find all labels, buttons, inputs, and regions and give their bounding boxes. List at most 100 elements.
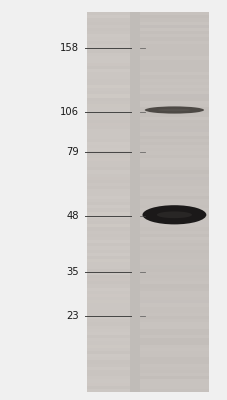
Bar	[140, 351, 208, 354]
Bar	[86, 348, 129, 351]
Bar	[86, 34, 129, 37]
Bar	[140, 15, 208, 18]
Bar	[86, 354, 129, 357]
Bar	[86, 151, 129, 154]
Bar	[86, 319, 129, 322]
Bar	[86, 310, 129, 313]
Bar	[86, 129, 129, 132]
Bar	[140, 376, 208, 379]
Bar	[86, 364, 129, 367]
Bar	[86, 370, 129, 373]
Bar	[86, 94, 129, 98]
Bar	[140, 75, 208, 78]
Bar	[140, 212, 208, 215]
Bar	[140, 360, 208, 364]
Bar	[86, 142, 129, 145]
Bar	[86, 329, 129, 332]
Bar	[140, 22, 208, 25]
Bar	[140, 167, 208, 170]
Bar	[86, 322, 129, 326]
Bar	[86, 31, 129, 34]
Bar	[86, 56, 129, 60]
Bar	[140, 262, 208, 265]
Bar	[140, 246, 208, 250]
Bar	[140, 373, 208, 376]
Bar	[86, 44, 129, 47]
Bar	[140, 303, 208, 306]
Bar	[86, 202, 129, 205]
Bar	[86, 338, 129, 341]
Bar	[86, 288, 129, 291]
Bar	[86, 351, 129, 354]
Bar	[86, 69, 129, 72]
Bar	[140, 237, 208, 240]
Bar	[86, 376, 129, 379]
Bar	[86, 326, 129, 329]
Bar	[140, 192, 208, 196]
Bar	[140, 382, 208, 386]
Bar	[140, 56, 208, 60]
Bar	[140, 164, 208, 167]
Text: 23: 23	[66, 311, 78, 321]
Bar	[140, 322, 208, 326]
Bar	[140, 196, 208, 199]
Bar	[86, 107, 129, 110]
Bar	[140, 31, 208, 34]
Bar	[140, 129, 208, 132]
Bar	[140, 126, 208, 129]
Bar	[140, 120, 208, 123]
Bar	[86, 262, 129, 265]
Bar	[86, 123, 129, 126]
Bar	[140, 379, 208, 382]
Text: 158: 158	[59, 43, 78, 53]
Bar	[140, 313, 208, 316]
Bar	[140, 177, 208, 180]
Bar	[86, 275, 129, 278]
Bar	[140, 85, 208, 88]
Bar	[86, 136, 129, 139]
Bar	[140, 319, 208, 322]
Bar	[140, 94, 208, 98]
Bar	[86, 215, 129, 218]
Bar	[86, 205, 129, 208]
Bar	[86, 104, 129, 107]
Bar	[86, 221, 129, 224]
Bar	[140, 243, 208, 246]
Bar	[140, 240, 208, 243]
Bar	[140, 148, 208, 151]
Bar	[140, 170, 208, 174]
Bar	[140, 82, 208, 85]
Bar	[86, 132, 129, 136]
Bar	[86, 63, 129, 66]
Bar	[140, 268, 208, 272]
Bar	[140, 104, 208, 107]
Bar	[140, 78, 208, 82]
Bar	[86, 192, 129, 196]
Text: 79: 79	[66, 147, 78, 157]
Bar	[86, 281, 129, 284]
Bar	[86, 332, 129, 335]
Bar	[140, 180, 208, 183]
Bar	[86, 72, 129, 75]
Bar	[86, 145, 129, 148]
Bar	[140, 136, 208, 139]
Bar	[86, 230, 129, 234]
Bar	[140, 367, 208, 370]
Bar	[140, 294, 208, 297]
Bar	[140, 250, 208, 253]
Bar	[140, 18, 208, 22]
Bar	[86, 18, 129, 22]
Bar	[86, 237, 129, 240]
Bar	[140, 259, 208, 262]
Bar	[140, 186, 208, 189]
Bar	[86, 389, 129, 392]
Bar	[140, 66, 208, 69]
Bar	[86, 218, 129, 221]
Ellipse shape	[144, 106, 203, 114]
Bar	[86, 164, 129, 167]
Bar	[86, 297, 129, 300]
Bar	[140, 253, 208, 256]
Bar	[86, 265, 129, 268]
Bar	[140, 230, 208, 234]
Bar	[86, 272, 129, 275]
